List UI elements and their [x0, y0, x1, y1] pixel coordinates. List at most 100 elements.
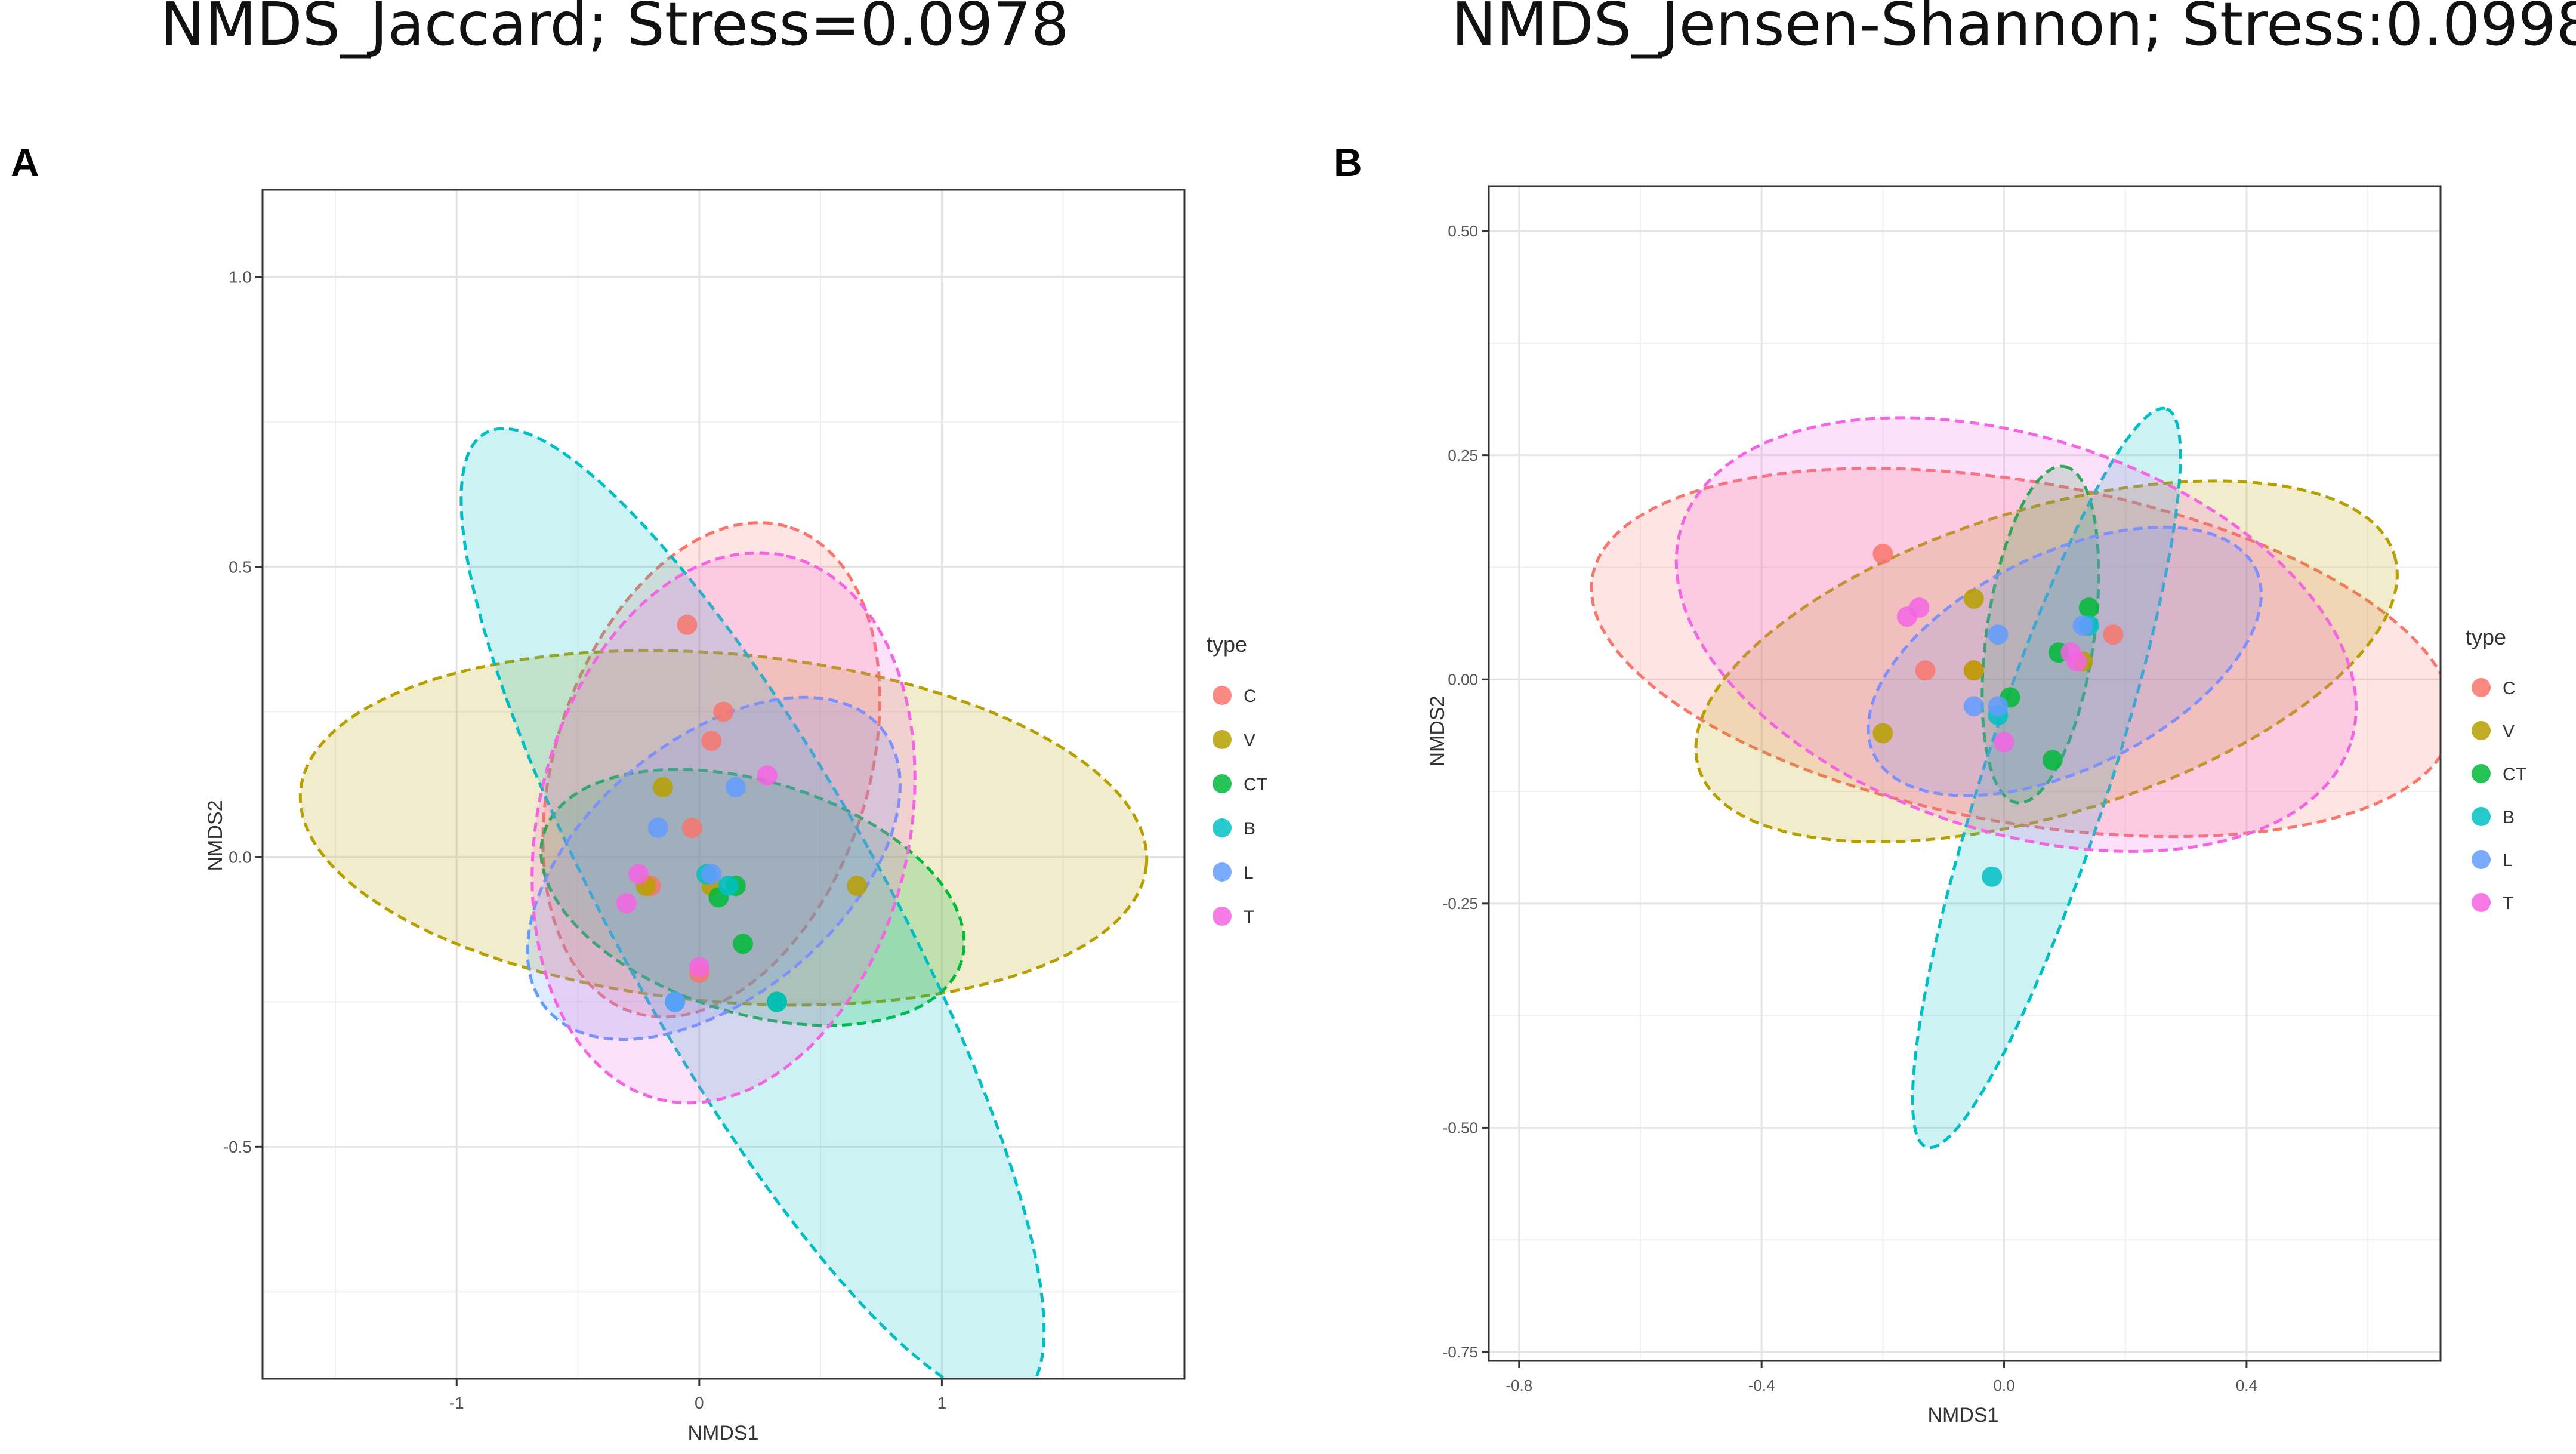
panel-a-legend-title: type: [1207, 632, 1247, 657]
legend-label-l: L: [1244, 863, 1254, 883]
point-t: [628, 864, 649, 885]
panel-a-ellipses: [298, 427, 1149, 1379]
ellipse-t: [1674, 416, 2358, 853]
point-l: [665, 991, 686, 1012]
ellipse-c: [1590, 467, 2441, 839]
legend-label-l: L: [2503, 851, 2513, 870]
point-t: [757, 765, 778, 786]
panel-b-points: [1872, 543, 2124, 887]
legend-key-ct: [2472, 764, 2491, 783]
legend-key-c: [1213, 686, 1232, 705]
panel-b-legend-title: type: [2466, 625, 2506, 649]
panel-a-legend-items: C V CT B L T: [1213, 686, 1267, 927]
point-b: [718, 876, 739, 897]
point-l: [701, 864, 722, 885]
point-t: [1909, 597, 1930, 618]
panel-a-plot: -1 0 1 -0.5 0.0 0.5 1.0: [223, 189, 1186, 1412]
point-v: [1963, 589, 1984, 609]
legend-label-v: V: [2503, 722, 2515, 741]
legend-key-v: [2472, 721, 2491, 740]
panel-a-label: A: [11, 140, 39, 184]
panel-b-axis-ticks: -0.8 -0.4 0.0 0.4 -0.75 -0.50 -0.25 0.00 0.25 0.5…: [1443, 222, 2257, 1394]
panel-b-legend: type C V CT B L T: [2466, 625, 2526, 913]
x-tick-label: 0.0: [1993, 1376, 2014, 1394]
point-ct: [2078, 597, 2099, 618]
point-l: [2072, 615, 2093, 636]
panel-a-axis-ticks: -1 0 1 -0.5 0.0 0.5 1.0: [223, 268, 946, 1412]
legend-label-t: T: [2503, 894, 2513, 913]
point-c: [677, 614, 698, 635]
legend-key-c: [2472, 678, 2491, 697]
ellipse-b: [459, 427, 1046, 1379]
legend-label-v: V: [1244, 731, 1255, 750]
y-tick-label: -0.75: [1443, 1343, 1478, 1361]
legend-label-ct: CT: [1244, 775, 1267, 794]
panel-b-gridlines: [1489, 186, 2441, 1361]
x-tick-label: 1: [937, 1394, 947, 1412]
point-t: [616, 893, 637, 914]
point-v: [847, 876, 868, 897]
panel-b-ellipses: [1590, 406, 2441, 1150]
legend-key-v: [1213, 730, 1232, 749]
panel-b-plot: -0.8 -0.4 0.0 0.4 -0.75 -0.50 -0.25 0.00 0.25 0.5…: [1443, 185, 2442, 1394]
y-tick-label: 0.5: [229, 557, 252, 576]
point-t: [689, 957, 709, 978]
panel-b-title: NMDS_Jensen-Shannon; Stress:0.0998: [1452, 0, 2576, 59]
point-l: [725, 777, 746, 797]
ellipse-v: [1694, 479, 2399, 844]
panel-b-border: [1488, 185, 2442, 1362]
point-t: [1994, 732, 2014, 753]
panel-b-background: [1489, 186, 2441, 1361]
point-c: [713, 701, 734, 722]
legend-key-l: [2472, 850, 2491, 869]
panel-a-title: NMDS_Jaccard; Stress=0.0978: [161, 0, 1069, 59]
legend-key-t: [2472, 893, 2491, 912]
ellipse-b: [1911, 406, 2182, 1150]
y-tick-label: 0.25: [1448, 446, 1478, 464]
x-tick-label: -0.4: [1748, 1376, 1775, 1394]
legend-label-ct: CT: [2503, 765, 2526, 784]
point-l: [1988, 624, 2009, 645]
y-tick-label: -0.25: [1443, 895, 1478, 913]
x-tick-label: -0.8: [1506, 1376, 1532, 1394]
x-tick-label: -1: [449, 1394, 464, 1412]
point-l: [1963, 696, 1984, 717]
legend-label-c: C: [2503, 679, 2516, 698]
point-b: [1982, 866, 2003, 887]
legend-label-b: B: [1244, 819, 1255, 839]
point-v: [1872, 723, 1893, 744]
y-tick-label: 1.0: [229, 268, 252, 287]
legend-label-t: T: [1244, 907, 1254, 927]
point-c: [1915, 660, 1936, 681]
point-c: [681, 817, 702, 838]
legend-label-c: C: [1244, 686, 1257, 706]
panel-b-y-axis-label: NMDS2: [1426, 695, 1449, 766]
legend-key-b: [2472, 807, 2491, 826]
point-v: [652, 777, 673, 797]
panel-a-y-axis-label: NMDS2: [204, 800, 227, 871]
point-l: [1988, 696, 2009, 717]
panel-b-label: B: [1334, 140, 1362, 184]
panel-b-x-axis-label: NMDS1: [1927, 1404, 1998, 1427]
panel-a-background: [263, 190, 1184, 1379]
panel-a-points: [616, 614, 868, 1012]
x-tick-label: 0: [695, 1394, 704, 1412]
point-t: [2066, 651, 2087, 672]
point-c: [2103, 624, 2124, 645]
y-tick-label: -0.5: [223, 1138, 252, 1156]
panel-a-border: [261, 189, 1186, 1380]
y-tick-label: -0.50: [1443, 1119, 1478, 1137]
point-c: [701, 731, 722, 751]
legend-key-ct: [1213, 774, 1232, 793]
point-ct: [733, 934, 754, 954]
ellipse-l: [1867, 525, 2263, 797]
legend-key-l: [1213, 862, 1232, 882]
panel-a: NMDS_Jaccard; Stress=0.0978 A -1 0 1 -0.5 0.…: [11, 0, 1267, 1444]
panel-a-legend: type C V CT B L T: [1207, 632, 1267, 927]
y-tick-label: 0.0: [229, 848, 252, 866]
legend-label-b: B: [2503, 808, 2515, 827]
x-tick-label: 0.4: [2236, 1376, 2257, 1394]
point-v: [1963, 660, 1984, 681]
ellipse-v: [298, 649, 1149, 1007]
